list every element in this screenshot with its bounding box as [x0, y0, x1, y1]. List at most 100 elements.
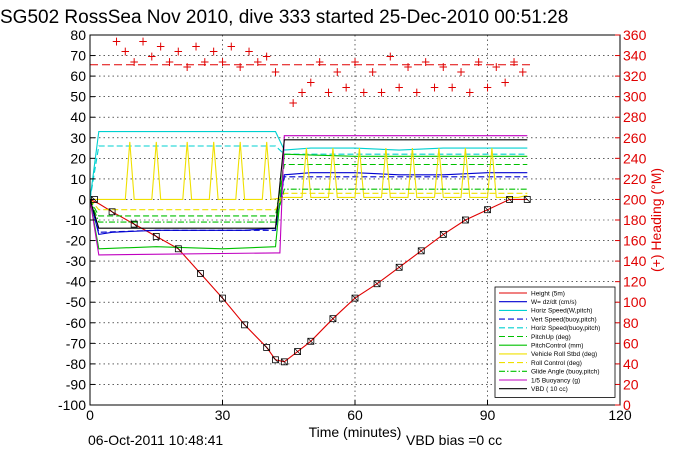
marker-cross	[197, 270, 204, 277]
heading-point: +	[509, 55, 519, 69]
y-tick-label: 0	[78, 191, 86, 207]
marker-layer	[91, 196, 531, 366]
marker-square	[373, 280, 381, 288]
right-tick-label: 20	[623, 376, 639, 392]
heading-point: +	[270, 65, 280, 79]
right-tick-label: 320	[623, 68, 647, 84]
heading-point: +	[315, 55, 325, 69]
heading-point: +	[500, 75, 510, 89]
heading-point: +	[226, 39, 236, 53]
heading-point: +	[350, 55, 360, 69]
marker-square	[108, 208, 116, 216]
heading-point: +	[306, 75, 316, 89]
y-tick-label: -10	[66, 212, 86, 228]
right-tick-label: 360	[623, 27, 647, 43]
marker-cross	[418, 247, 425, 255]
legend: Height (5m) W= dz/dt (cm/s) Horiz Speed(W,…	[494, 286, 616, 398]
series-line-4	[89, 145, 528, 200]
heading-layer: ++++++++++++++++++++++++++++++++++++++++…	[90, 34, 532, 110]
heading-point: +	[182, 60, 192, 74]
y-tick-label: -80	[66, 356, 86, 372]
right-tick-label: 220	[623, 171, 647, 187]
heading-point: +	[359, 86, 369, 100]
legend-entry: PitchUp (deg)	[531, 334, 571, 341]
heading-point: +	[262, 50, 272, 64]
marker-square	[152, 233, 160, 240]
legend-entry: W= dz/dt (cm/s)	[531, 299, 577, 306]
y-tick-label: 20	[70, 150, 86, 166]
marker-square	[523, 196, 531, 203]
legend-entry: Roll Control (deg)	[531, 360, 582, 367]
x-tick-label: 30	[215, 407, 231, 423]
legend-entry: Vert Speed(buoy,pitch)	[531, 316, 597, 323]
legend-box	[494, 286, 616, 398]
legend-entry: 1/5 Buoyancy (g)	[531, 377, 580, 384]
y-tick-label: 80	[70, 27, 86, 43]
y-tick-label: -70	[66, 335, 86, 351]
heading-point: +	[147, 50, 157, 64]
heading-point: +	[341, 81, 351, 95]
marker-square	[417, 247, 425, 255]
marker-square	[329, 315, 337, 323]
marker-cross	[440, 231, 447, 238]
heading-point: +	[253, 55, 263, 69]
series-line-6	[89, 153, 528, 250]
marker-square	[439, 230, 447, 238]
heading-point: +	[474, 55, 484, 69]
heading-point: +	[297, 86, 307, 100]
marker-cross	[307, 338, 315, 345]
heading-point: +	[518, 65, 528, 79]
marker-cross	[395, 264, 403, 271]
series-layer	[89, 131, 528, 363]
right-tick-label: 140	[623, 253, 647, 269]
marker-cross	[219, 294, 226, 302]
heading-point: +	[323, 86, 333, 100]
heading-point: +	[447, 81, 457, 95]
y-tick-label: 10	[70, 171, 86, 187]
heading-point: +	[438, 60, 448, 74]
heading-point: +	[120, 45, 130, 59]
marker-cross	[524, 196, 531, 203]
y-tick-label: -40	[66, 274, 86, 290]
legend-entry: Height (5m)	[531, 290, 565, 297]
series-line-11	[89, 139, 528, 229]
x-tick-label: 90	[480, 407, 496, 423]
y-tick-label: -90	[66, 376, 86, 392]
heading-point: +	[482, 81, 492, 95]
heading-point: +	[288, 96, 298, 110]
legend-entry: Horiz Speed(buoy,pitch)	[531, 325, 600, 332]
marker-square	[272, 356, 279, 364]
marker-square	[307, 337, 315, 345]
series-line-3	[89, 176, 528, 233]
x-tick-label: 60	[347, 407, 363, 423]
x-axis-label: Time (minutes)	[309, 424, 402, 440]
right-tick-label: 40	[623, 356, 639, 372]
heading-point: +	[465, 86, 475, 100]
heading-point: +	[217, 55, 227, 69]
marker-cross	[484, 206, 491, 213]
heading-point: +	[368, 65, 378, 79]
heading-point: +	[429, 81, 439, 95]
heading-point: +	[332, 65, 342, 79]
heading-point: +	[156, 39, 166, 53]
marker-square	[174, 245, 182, 253]
y-tick-label: 50	[70, 89, 86, 105]
right-tick-label: 260	[623, 130, 647, 146]
heading-point: +	[412, 86, 422, 100]
heading-point: +	[491, 60, 501, 74]
marker-square	[294, 348, 301, 355]
legend-entry: Horiz Speed(W,pitch)	[531, 308, 592, 315]
marker-square	[506, 196, 513, 203]
marker-cross	[263, 344, 270, 351]
marker-cross	[506, 196, 513, 203]
right-tick-label: 180	[623, 212, 647, 228]
legend-entry: Glide Angle (buoy,pitch)	[531, 369, 600, 376]
marker-square	[280, 358, 288, 366]
y-tick-label: 40	[70, 109, 86, 125]
chart-title: SG502 RossSea Nov 2010, dive 333 started…	[0, 7, 568, 28]
heading-point: +	[376, 86, 386, 100]
heading-point: +	[394, 81, 404, 95]
tick-labels: 0 30 60 90 120-100-90-80-70-60-50-40-30-20-1…	[58, 27, 647, 423]
heading-point: +	[173, 45, 183, 59]
y-tick-label: -100	[58, 397, 86, 413]
